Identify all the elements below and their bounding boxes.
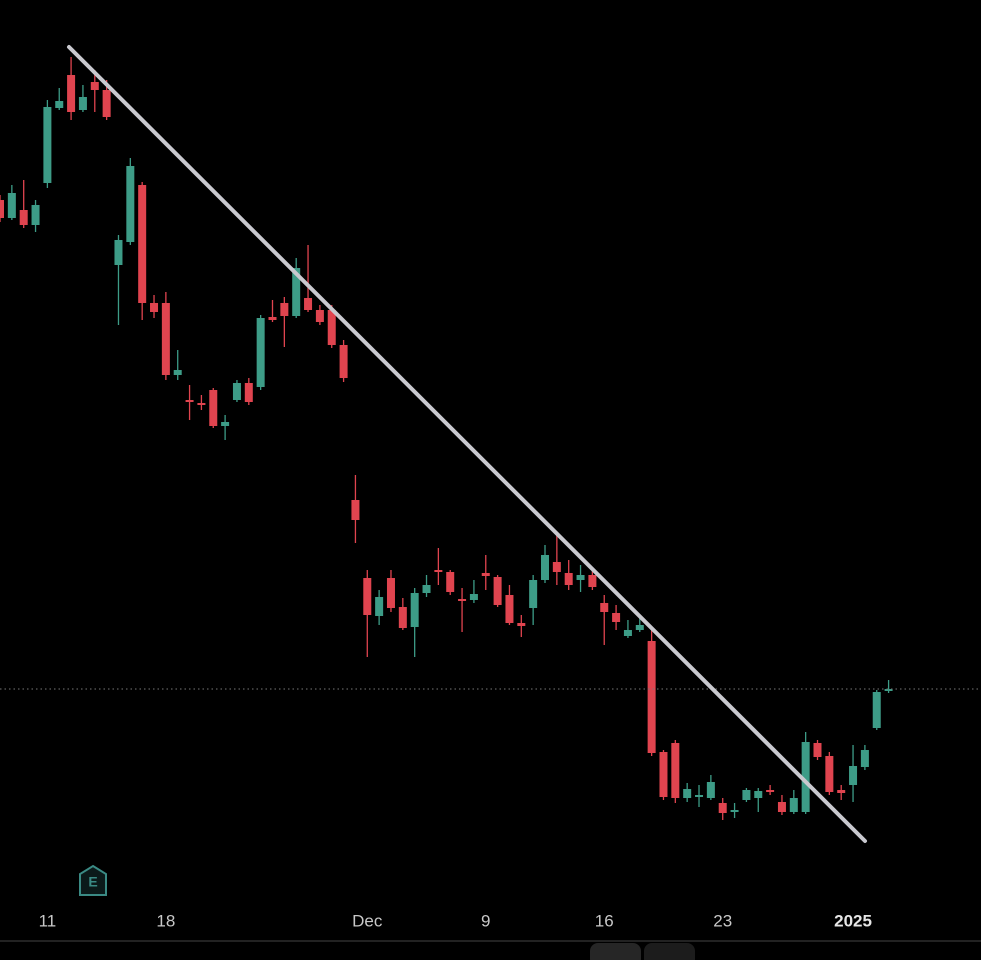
candle-body (161, 303, 170, 375)
candle-body (90, 82, 99, 90)
candle-body (612, 613, 621, 622)
candle-body (221, 422, 230, 426)
candle-body (564, 573, 573, 585)
earnings-badge[interactable] (79, 864, 107, 896)
candle-body (67, 75, 76, 112)
x-tick-label: 18 (156, 911, 175, 930)
candle-body (209, 390, 218, 426)
candle-body (304, 298, 313, 310)
candle-body (825, 756, 834, 792)
candle-body (7, 193, 16, 218)
candle-body (777, 802, 786, 812)
candle-body (232, 383, 241, 400)
candle-body (434, 570, 443, 572)
earnings-letter: E (88, 874, 97, 890)
candle-body (78, 97, 87, 110)
candle-body (659, 752, 668, 797)
scroll-handle[interactable] (590, 943, 641, 960)
candle-body (505, 595, 514, 623)
candle-body (635, 625, 644, 630)
candle-body (19, 210, 28, 225)
candle-body (683, 789, 692, 798)
candle-body (31, 205, 40, 225)
earnings-icon[interactable]: E (79, 864, 107, 896)
candle-body (600, 603, 609, 612)
candle-body (493, 577, 502, 605)
scroll-handle[interactable] (644, 943, 695, 960)
candle-body (671, 743, 680, 798)
candle-body (718, 803, 727, 813)
candle-body (766, 790, 775, 792)
candle-body (0, 200, 4, 218)
candle-body (327, 310, 336, 345)
candle-body (351, 500, 360, 520)
candle-body (576, 575, 585, 580)
candle-body (398, 607, 407, 628)
candle-body (185, 400, 194, 402)
candle-body (43, 107, 52, 183)
candle-body (552, 562, 561, 572)
candle-body (860, 750, 869, 767)
candle-body (114, 240, 123, 265)
candle-body (801, 742, 810, 812)
trend-line[interactable] (67, 45, 867, 843)
candle-body (126, 166, 135, 242)
candle-body (517, 623, 526, 626)
candle-body (150, 303, 159, 312)
candle-body (375, 597, 384, 616)
candle-body (837, 790, 846, 793)
candle-body (458, 599, 467, 601)
candle-body (256, 318, 265, 387)
x-tick-label: 16 (595, 911, 614, 930)
candle-body (410, 593, 419, 627)
candle-body (481, 573, 490, 576)
candle-body (730, 810, 739, 812)
candle-body (813, 743, 822, 757)
candle-body (849, 766, 858, 785)
x-tick-label: Dec (352, 911, 383, 930)
candle-body (541, 555, 549, 580)
candle-body (647, 641, 656, 753)
candle-body (742, 790, 751, 800)
candle-body (872, 692, 881, 728)
candle-body (197, 403, 206, 405)
candle-body (386, 578, 395, 608)
candle-body (102, 90, 111, 117)
plot (0, 57, 981, 820)
candle-body (55, 101, 64, 108)
candle-body (469, 594, 478, 600)
candle-body (315, 310, 324, 322)
candle-body (173, 370, 182, 375)
x-tick-label: 9 (481, 911, 490, 930)
candle-body (588, 575, 597, 587)
candle-body (623, 630, 632, 636)
candle-body (138, 185, 147, 303)
candle-body (446, 572, 455, 592)
candle-body (268, 317, 277, 320)
candle-body (695, 795, 704, 797)
candle-body (706, 782, 715, 798)
candle-body (754, 791, 763, 798)
candle-body (280, 303, 289, 316)
candle-body (789, 798, 798, 812)
x-tick-label: 11 (39, 911, 57, 930)
candle-body (244, 383, 253, 402)
x-tick-label: 2025 (834, 911, 872, 930)
candle-body (339, 345, 348, 378)
x-tick-label: 23 (713, 911, 732, 930)
candle-body (529, 580, 538, 608)
candle-body (363, 578, 372, 615)
candle-body (884, 689, 893, 691)
candle-body (422, 585, 431, 593)
candle-body (292, 268, 301, 316)
